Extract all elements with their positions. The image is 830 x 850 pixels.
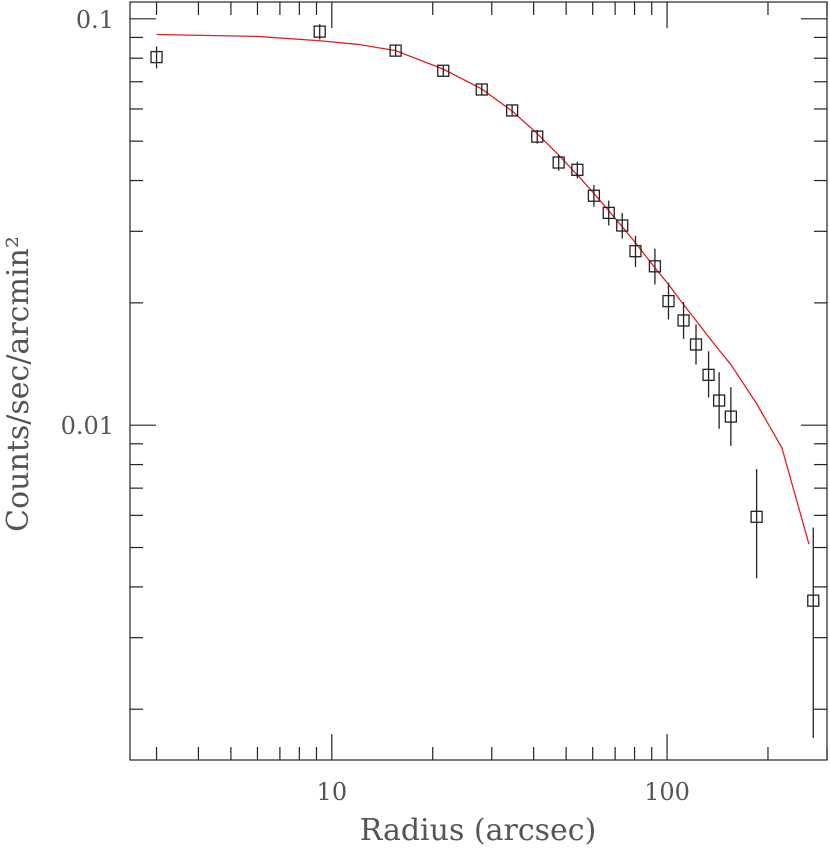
axis-ticks <box>130 2 828 760</box>
point-marker <box>807 594 820 607</box>
data-point <box>648 248 662 285</box>
point-marker <box>571 163 584 176</box>
fit-layer <box>156 33 810 545</box>
point-marker <box>648 260 662 273</box>
x-axis-label: Radius (arcsec) <box>360 813 597 848</box>
point-marker <box>531 130 544 143</box>
y-tick-label: 0.1 <box>76 6 114 34</box>
data-point <box>702 351 715 398</box>
data-point <box>313 24 326 40</box>
point-marker <box>616 219 629 232</box>
point-marker <box>689 338 703 351</box>
data-point <box>750 469 763 579</box>
x-tick-label: 10 <box>317 778 348 806</box>
point-marker <box>602 206 615 220</box>
data-point <box>712 372 726 429</box>
point-marker <box>389 44 402 57</box>
point-marker <box>552 156 565 169</box>
data-point <box>616 212 629 239</box>
data-point <box>677 301 690 339</box>
data-point <box>571 161 584 179</box>
data-point <box>629 236 642 268</box>
point-marker <box>702 368 715 382</box>
data-point <box>389 44 402 57</box>
data-point <box>807 527 820 738</box>
point-marker <box>629 245 642 258</box>
point-marker <box>313 25 326 38</box>
tick-labels: 10 100 0.1 0.01 <box>61 6 690 806</box>
fit-line <box>156 33 810 545</box>
data-points <box>150 24 820 738</box>
point-marker <box>750 510 763 523</box>
data-point <box>662 282 675 320</box>
point-marker <box>712 394 726 407</box>
data-point <box>475 83 488 96</box>
point-marker <box>662 294 675 308</box>
point-marker <box>437 64 450 77</box>
data-point <box>437 64 450 77</box>
data-point <box>505 104 519 117</box>
point-marker <box>677 314 690 327</box>
data-point <box>724 387 738 446</box>
y-axis-label: Counts/sec/arcmin² <box>1 236 36 532</box>
data-point <box>552 154 565 171</box>
point-marker <box>587 189 601 202</box>
x-tick-label: 100 <box>644 778 690 806</box>
point-marker <box>724 410 738 423</box>
data-point <box>531 129 544 144</box>
data-point <box>587 185 601 207</box>
data-point <box>150 46 163 69</box>
plot-frame <box>129 1 828 761</box>
data-point <box>689 324 703 365</box>
y-tick-label: 0.01 <box>61 412 114 440</box>
point-marker <box>505 104 519 117</box>
data-point <box>602 200 615 226</box>
point-marker <box>475 83 488 96</box>
point-marker <box>150 50 163 64</box>
